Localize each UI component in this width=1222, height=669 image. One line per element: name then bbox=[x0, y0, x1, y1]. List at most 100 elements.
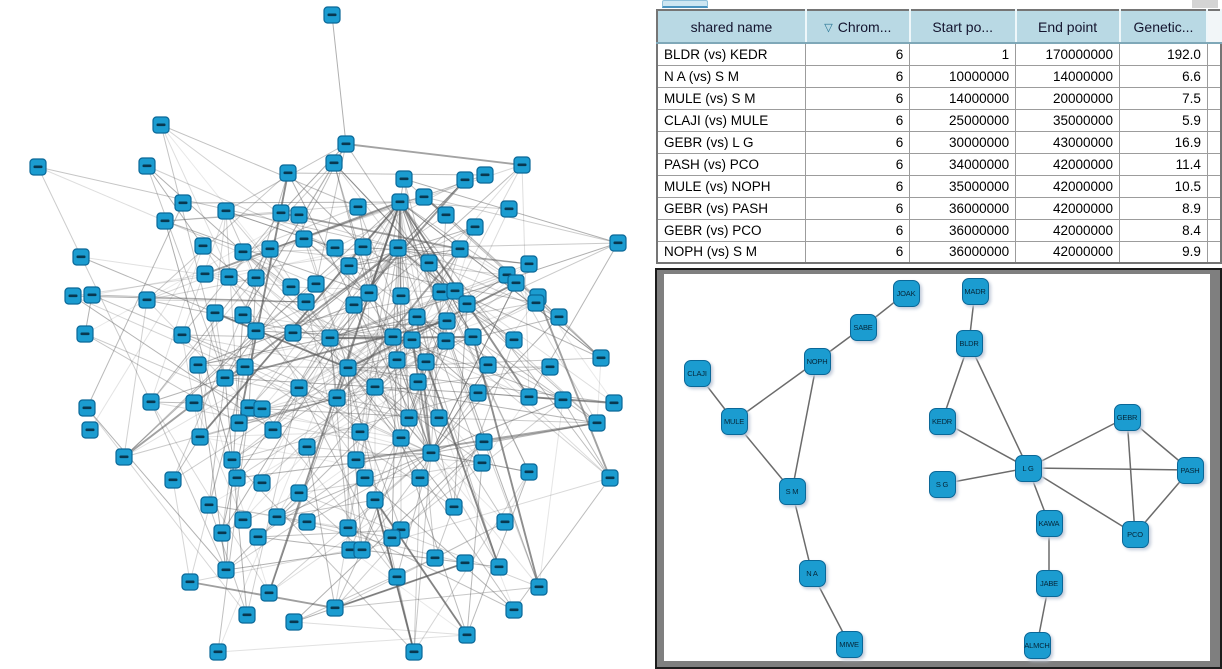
overview-network-node[interactable] bbox=[437, 206, 455, 224]
overview-network-node[interactable] bbox=[297, 293, 315, 311]
overview-network-node[interactable] bbox=[209, 643, 227, 661]
column-header-shared-name[interactable]: shared name bbox=[657, 9, 807, 44]
table-cell[interactable]: 35000000 bbox=[909, 174, 1017, 198]
overview-network-node[interactable] bbox=[290, 379, 308, 397]
overview-network-node[interactable] bbox=[189, 356, 207, 374]
overview-network-node[interactable] bbox=[249, 528, 267, 546]
overview-network-panel[interactable] bbox=[0, 0, 655, 669]
overview-network-node[interactable] bbox=[400, 409, 418, 427]
table-cell[interactable]: 6 bbox=[805, 64, 911, 88]
table-cell[interactable]: 42000000 bbox=[1015, 174, 1121, 198]
overview-network-node[interactable] bbox=[323, 6, 341, 24]
overview-network-node[interactable] bbox=[383, 529, 401, 547]
table-cell[interactable]: 14000000 bbox=[1015, 64, 1121, 88]
scrollbar-fragment[interactable] bbox=[1192, 0, 1218, 8]
overview-network-node[interactable] bbox=[295, 230, 313, 248]
overview-network-node[interactable] bbox=[268, 508, 286, 526]
overview-network-node[interactable] bbox=[81, 421, 99, 439]
graph-node-mule[interactable]: MULE bbox=[720, 407, 748, 435]
table-cell[interactable]: MULE (vs) S M bbox=[656, 86, 807, 110]
overview-network-node[interactable] bbox=[194, 237, 212, 255]
overview-network-node[interactable] bbox=[142, 393, 160, 411]
selected-network-canvas[interactable] bbox=[664, 274, 1210, 661]
overview-network-node[interactable] bbox=[272, 204, 290, 222]
table-row[interactable]: GEBR (vs) PASH 6 36000000 42000000 8.9 bbox=[656, 196, 1222, 220]
graph-node-pco[interactable]: PCO bbox=[1121, 520, 1149, 548]
table-cell[interactable]: 10.5 bbox=[1119, 174, 1208, 198]
overview-network-node[interactable] bbox=[325, 154, 343, 172]
overview-network-node[interactable] bbox=[72, 248, 90, 266]
overview-network-node[interactable] bbox=[451, 240, 469, 258]
overview-network-node[interactable] bbox=[530, 578, 548, 596]
overview-network-node[interactable] bbox=[234, 243, 252, 261]
overview-network-node[interactable] bbox=[217, 202, 235, 220]
table-cell[interactable]: 9.9 bbox=[1119, 240, 1208, 264]
overview-network-node[interactable] bbox=[260, 584, 278, 602]
overview-network-node[interactable] bbox=[422, 444, 440, 462]
overview-network-node[interactable] bbox=[354, 238, 372, 256]
column-header-chrom[interactable]: ▽ Chrom... bbox=[805, 9, 911, 44]
overview-network-node[interactable] bbox=[83, 286, 101, 304]
overview-network-node[interactable] bbox=[200, 496, 218, 514]
table-row[interactable]: MULE (vs) NOPH 6 35000000 42000000 10.5 bbox=[656, 174, 1222, 198]
table-cell[interactable]: 36000000 bbox=[909, 218, 1017, 242]
overview-network-node[interactable] bbox=[298, 438, 316, 456]
graph-node-miwe[interactable]: MIWE bbox=[835, 630, 863, 658]
table-row[interactable]: GEBR (vs) PCO 6 36000000 42000000 8.4 bbox=[656, 218, 1222, 242]
overview-network-node[interactable] bbox=[366, 378, 384, 396]
table-cell[interactable]: 36000000 bbox=[909, 196, 1017, 220]
graph-node-jabe[interactable]: JABE bbox=[1035, 569, 1063, 597]
overview-network-node[interactable] bbox=[415, 188, 433, 206]
overview-network-node[interactable] bbox=[554, 391, 572, 409]
overview-network-node[interactable] bbox=[592, 349, 610, 367]
overview-network-node[interactable] bbox=[307, 275, 325, 293]
graph-node-kedr[interactable]: KEDR bbox=[928, 407, 956, 435]
table-cell[interactable]: 6 bbox=[805, 196, 911, 220]
table-cell[interactable]: PASH (vs) PCO bbox=[656, 152, 807, 176]
overview-network-node[interactable] bbox=[138, 157, 156, 175]
table-cell[interactable]: 30000000 bbox=[909, 130, 1017, 154]
overview-network-node[interactable] bbox=[500, 200, 518, 218]
table-cell[interactable]: 6 bbox=[805, 240, 911, 264]
overview-network-node[interactable] bbox=[541, 358, 559, 376]
table-cell[interactable]: CLAJI (vs) MULE bbox=[656, 108, 807, 132]
overview-network-node[interactable] bbox=[588, 414, 606, 432]
overview-network-node[interactable] bbox=[156, 212, 174, 230]
overview-network-node[interactable] bbox=[520, 388, 538, 406]
table-cell[interactable]: 36000000 bbox=[909, 240, 1017, 264]
graph-node-gebr[interactable]: GEBR bbox=[1113, 403, 1141, 431]
table-cell[interactable]: N A (vs) S M bbox=[656, 64, 807, 88]
overview-network-node[interactable] bbox=[321, 329, 339, 347]
overview-network-node[interactable] bbox=[326, 239, 344, 257]
overview-network-node[interactable] bbox=[228, 469, 246, 487]
table-cell[interactable]: 6 bbox=[805, 174, 911, 198]
table-cell[interactable]: 1 bbox=[909, 42, 1017, 66]
table-cell[interactable]: 11.4 bbox=[1119, 152, 1208, 176]
table-cell[interactable]: BLDR (vs) KEDR bbox=[656, 42, 807, 66]
table-cell[interactable]: 34000000 bbox=[909, 152, 1017, 176]
overview-network-node[interactable] bbox=[609, 234, 627, 252]
overview-network-node[interactable] bbox=[29, 158, 47, 176]
overview-network-node[interactable] bbox=[437, 332, 455, 350]
overview-network-node[interactable] bbox=[479, 356, 497, 374]
table-cell[interactable]: 6 bbox=[805, 218, 911, 242]
table-cell[interactable]: GEBR (vs) PASH bbox=[656, 196, 807, 220]
overview-network-node[interactable] bbox=[236, 358, 254, 376]
overview-network-node[interactable] bbox=[496, 513, 514, 531]
overview-network-node[interactable] bbox=[507, 274, 525, 292]
graph-node-bldr[interactable]: BLDR bbox=[955, 329, 983, 357]
table-cell[interactable]: 6 bbox=[805, 108, 911, 132]
table-cell[interactable]: 170000000 bbox=[1015, 42, 1121, 66]
overview-network-node[interactable] bbox=[152, 116, 170, 134]
overview-network-node[interactable] bbox=[138, 291, 156, 309]
overview-network-node[interactable] bbox=[298, 513, 316, 531]
graph-node-sg[interactable]: S G bbox=[928, 470, 956, 498]
table-cell[interactable]: NOPH (vs) S M bbox=[656, 240, 807, 264]
overview-network-node[interactable] bbox=[290, 484, 308, 502]
overview-network-node[interactable] bbox=[206, 304, 224, 322]
graph-node-claji[interactable]: CLAJI bbox=[683, 359, 711, 387]
overview-network-node[interactable] bbox=[426, 549, 444, 567]
graph-node-noph[interactable]: NOPH bbox=[803, 347, 831, 375]
overview-network-node[interactable] bbox=[392, 287, 410, 305]
overview-network-node[interactable] bbox=[520, 463, 538, 481]
